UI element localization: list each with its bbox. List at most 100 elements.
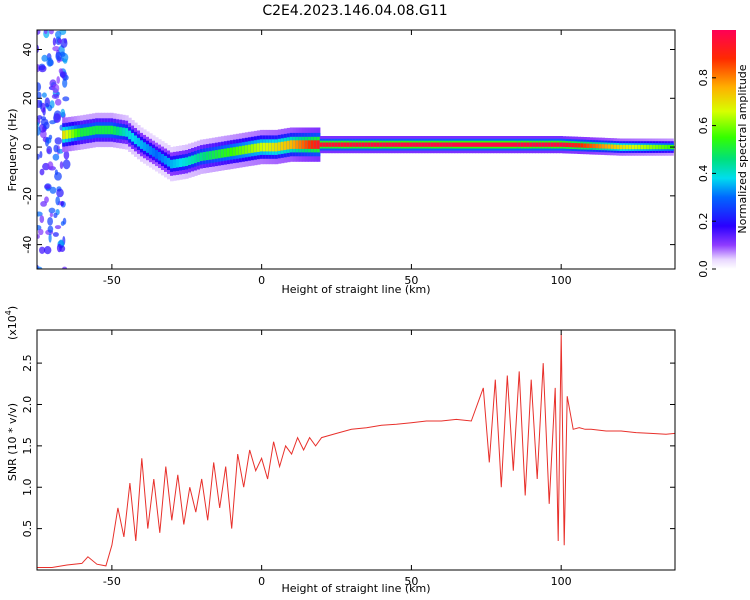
heatmap-cell: [95, 125, 99, 135]
heatmap-cell: [256, 143, 261, 152]
heatmap-cell: [613, 144, 617, 149]
heatmap-cell: [622, 144, 626, 150]
heatmap-cell: [541, 142, 545, 147]
heatmap-cell: [421, 142, 426, 147]
y-tick-label: 1.5: [21, 437, 34, 455]
heatmap-cell: [382, 142, 387, 147]
colorbar-axes: 0.0 0.2 0.4 0.6 0.8: [697, 69, 716, 278]
heatmap-cell: [223, 148, 228, 158]
heatmap-cell: [586, 143, 590, 148]
heatmap-cell: [616, 144, 620, 150]
y-tick-label: -20: [21, 187, 34, 205]
heatmap-cell: [39, 215, 45, 224]
heatmap-cell: [601, 144, 605, 149]
heatmap-cell: [63, 150, 70, 160]
heatmap-cell: [62, 78, 68, 88]
heatmap-cell: [55, 196, 60, 206]
heatmap-cell: [49, 186, 57, 194]
heatmap-cell: [352, 142, 357, 147]
heatmap-cell: [634, 144, 638, 150]
heatmap-cell: [316, 140, 321, 149]
heatmap-cell: [646, 144, 650, 150]
heatmap-cell: [487, 142, 492, 147]
heatmap-cell: [235, 146, 240, 156]
heatmap-cell: [43, 30, 48, 35]
heatmap-cell: [649, 144, 653, 150]
heatmap-cell: [274, 142, 279, 152]
heatmap-cell: [205, 151, 210, 161]
heatmap-cell: [56, 76, 60, 84]
heatmap-cell: [170, 159, 174, 169]
heatmap-ylabel: Frequency (Hz): [6, 109, 19, 192]
snr-background: [37, 330, 675, 570]
snr-series-line: [37, 334, 675, 568]
heatmap-cell: [53, 212, 58, 218]
heatmap-cell: [49, 212, 54, 218]
heatmap-cell: [337, 142, 342, 147]
heatmap-cell: [188, 156, 192, 165]
x-tick-label: 100: [551, 274, 572, 287]
heatmap-cell: [475, 142, 480, 147]
snr-panel: -50 0 50 100 0.5 1.0 1.5 2.0 2.5 Height of strai…: [4, 306, 676, 595]
heatmap-cell: [592, 143, 596, 149]
heatmap-cell: [556, 142, 560, 147]
heatmap-cell: [179, 158, 183, 167]
heatmap-cell: [125, 128, 129, 137]
heatmap-cell: [565, 142, 569, 147]
colorbar-label: Normalized spectral amplitude: [736, 64, 749, 233]
heatmap-cell: [406, 142, 411, 147]
heatmap-cell: [60, 71, 66, 78]
heatmap-cell: [289, 140, 294, 149]
heatmap-panel: -50 0 50 100 -40 -20 0 20 40 Height of straight …: [6, 29, 676, 296]
heatmap-cell: [253, 143, 258, 153]
heatmap-cell: [388, 142, 393, 147]
heatmap-cell: [46, 148, 51, 153]
heatmap-cell: [202, 152, 207, 161]
heatmap-cell: [463, 142, 468, 147]
heatmap-cell: [43, 121, 50, 130]
x-tick-label: 0: [258, 575, 265, 588]
heatmap-cell: [358, 142, 363, 147]
heatmap-cell: [182, 157, 186, 167]
heatmap-cell: [107, 125, 111, 135]
heatmap-cell: [325, 142, 330, 147]
heatmap-cell: [68, 129, 72, 139]
svg-text:(x104): (x104): [4, 306, 19, 340]
heatmap-cell: [466, 142, 471, 147]
heatmap-cell: [59, 124, 64, 131]
x-tick-label: -50: [103, 274, 121, 287]
heatmap-cell: [328, 142, 333, 147]
heatmap-cell: [373, 142, 378, 147]
heatmap-cell: [583, 143, 587, 148]
heatmap-cell: [152, 148, 156, 157]
heatmap-cell: [502, 142, 507, 147]
heatmap-cell: [529, 142, 533, 147]
heatmap-cell: [44, 196, 49, 203]
heatmap-cell: [47, 225, 54, 233]
heatmap-cell: [52, 232, 59, 237]
heatmap-cell: [71, 129, 75, 138]
colorbar-tick-label: 0.6: [697, 117, 710, 135]
heatmap-cell: [37, 91, 42, 99]
heatmap-cell: [448, 142, 453, 147]
heatmap-cell: [56, 243, 62, 253]
heatmap-cell: [60, 38, 68, 48]
heatmap-cell: [277, 142, 282, 151]
colorbar-tick-label: 0.4: [697, 165, 710, 183]
heatmap-cell: [403, 142, 408, 147]
heatmap-cell: [47, 217, 53, 226]
heatmap-cell: [80, 128, 84, 137]
heatmap-cell: [58, 39, 62, 44]
colorbar-tick-label: 0.8: [697, 69, 710, 87]
heatmap-cell: [343, 142, 348, 147]
heatmap-cell: [415, 142, 420, 147]
x-tick-label: 100: [551, 575, 572, 588]
heatmap-cell: [244, 145, 249, 154]
x-tick-label: 50: [404, 274, 418, 287]
heatmap-cell: [44, 97, 50, 108]
heatmap-cell: [250, 144, 255, 153]
heatmap-cell: [37, 30, 41, 35]
heatmap-cell: [310, 140, 315, 149]
heatmap-cell: [454, 142, 459, 147]
heatmap-axes: -50 0 50 100 -40 -20 0 20 40: [21, 30, 675, 287]
